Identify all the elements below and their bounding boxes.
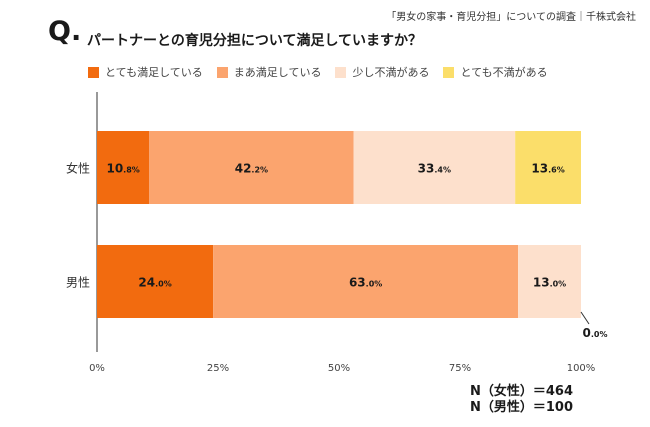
- legend-swatch: [443, 66, 455, 78]
- x-tick-label: 0%: [89, 363, 105, 374]
- legend-item-somewhat-satisfied: まあ満足している: [216, 64, 322, 80]
- x-tick-label: 50%: [328, 363, 350, 374]
- data-label-decimal: .0%: [155, 280, 172, 289]
- legend-label: まあ満足している: [233, 66, 322, 79]
- legend: とても満足している まあ満足している 少し不満がある とても不満がある: [88, 64, 548, 80]
- legend-swatch: [88, 66, 99, 78]
- data-label-decimal: .6%: [548, 166, 565, 175]
- data-label-decimal: .0%: [366, 280, 383, 289]
- legend-label: とても満足している: [105, 66, 203, 79]
- data-label: 33.4%: [418, 162, 451, 176]
- bar-segment: [149, 131, 354, 204]
- data-label: 13.6%: [531, 162, 564, 176]
- bar-segment: [515, 131, 581, 204]
- bar-segment: [97, 131, 150, 204]
- data-label: 24.0%: [138, 276, 171, 290]
- data-label-integer: 24: [138, 276, 155, 290]
- sample-size-block: N（女性）＝464 N（男性）＝100: [470, 384, 573, 416]
- data-label-integer: 13: [533, 276, 550, 290]
- legend-swatch: [335, 66, 347, 78]
- category-label: 女性: [66, 161, 90, 176]
- legend-item-very-satisfied: とても満足している: [88, 64, 203, 80]
- data-label-integer: 13: [531, 162, 548, 176]
- source-caption: 「男女の家事・育児分担」についての調査｜千株式会社: [386, 12, 636, 23]
- data-label: 13.0%: [533, 276, 566, 290]
- data-label-integer: 10: [106, 162, 123, 176]
- legend-item-slightly-dissatisfied: 少し不満がある: [335, 64, 429, 80]
- question-mark-label: Q.: [48, 16, 82, 47]
- legend-item-very-dissatisfied: とても不満がある: [443, 64, 548, 80]
- data-label: 10.8%: [106, 162, 139, 176]
- data-label-decimal: .0%: [591, 330, 608, 339]
- legend-swatch: [216, 66, 228, 78]
- data-label-decimal: .0%: [550, 280, 567, 289]
- data-label-decimal: .4%: [434, 166, 451, 175]
- data-label-integer: 42: [235, 162, 252, 176]
- x-tick-label: 75%: [449, 363, 471, 374]
- data-label-decimal: .8%: [123, 166, 140, 175]
- legend-label: 少し不満がある: [352, 66, 430, 79]
- bar-segment: [213, 245, 519, 318]
- x-tick-label: 100%: [567, 363, 596, 374]
- x-tick-label: 25%: [207, 363, 229, 374]
- category-label: 男性: [66, 276, 90, 290]
- data-label-integer: 63: [349, 276, 366, 290]
- data-label-decimal: .2%: [251, 166, 268, 175]
- data-label-integer: 0: [583, 326, 591, 340]
- legend-label: とても不満がある: [460, 66, 548, 79]
- sample-size-male: N（男性）＝100: [470, 400, 574, 415]
- data-label-integer: 33: [418, 162, 435, 176]
- bar-segment: [97, 245, 214, 318]
- question-title: パートナーとの育児分担について満足していますか？: [87, 33, 423, 49]
- callout-leader-line: [580, 311, 590, 325]
- data-label: 63.0%: [349, 276, 382, 290]
- data-label: 0.0%: [583, 326, 608, 340]
- bar-segment: [518, 245, 581, 318]
- bar-segment: [353, 131, 516, 204]
- data-label: 42.2%: [235, 162, 268, 176]
- sample-size-female: N（女性）＝464: [470, 384, 574, 399]
